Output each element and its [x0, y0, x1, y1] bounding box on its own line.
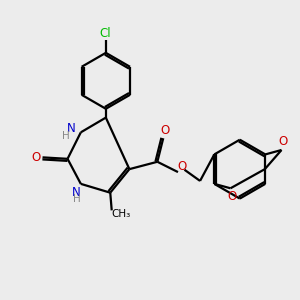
Text: H: H — [73, 194, 80, 204]
Text: O: O — [177, 160, 186, 173]
Text: O: O — [278, 135, 288, 148]
Text: O: O — [160, 124, 169, 137]
Text: O: O — [227, 190, 237, 203]
Text: CH₃: CH₃ — [111, 209, 130, 219]
Text: H: H — [61, 131, 69, 141]
Text: N: N — [67, 122, 76, 135]
Text: N: N — [72, 186, 81, 199]
Text: Cl: Cl — [99, 27, 111, 40]
Text: O: O — [32, 151, 41, 164]
